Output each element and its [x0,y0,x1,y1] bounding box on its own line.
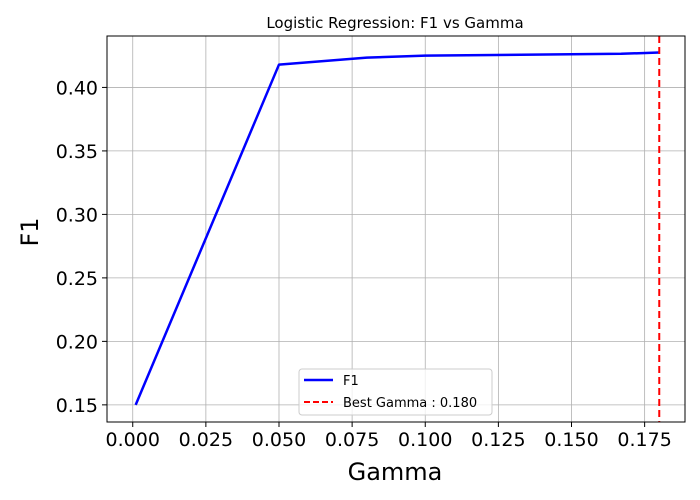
y-tick-label: 0.30 [56,204,98,226]
series-layer [134,51,660,406]
x-tick-label: 0.100 [398,429,452,451]
y-tick-label: 0.15 [56,395,98,417]
x-tick-label: 0.175 [617,429,671,451]
chart-title: Logistic Regression: F1 vs Gamma [266,14,523,32]
x-tick-label: 0.150 [544,429,598,451]
grid [107,36,685,422]
legend: F1 Best Gamma : 0.180 [298,368,493,416]
x-tick-label: 0.025 [179,429,233,451]
x-tick-label: 0.000 [106,429,160,451]
y-axis-label: F1 [16,217,44,246]
y-tick-label: 0.40 [56,77,98,99]
x-tick-label: 0.125 [471,429,525,451]
x-tick-label: 0.050 [252,429,306,451]
legend-box [298,368,493,416]
x-tick-label: 0.075 [325,429,379,451]
y-axis-ticks: 0.15 0.20 0.25 0.30 0.35 0.40 [56,77,107,417]
y-tick-label: 0.25 [56,268,98,290]
legend-label-best-gamma: Best Gamma : 0.180 [343,396,477,411]
plot-area-frame [106,35,686,423]
x-axis-label: Gamma [348,458,443,486]
y-tick-label: 0.35 [56,141,98,163]
legend-label-f1: F1 [343,374,359,389]
x-axis-ticks: 0.000 0.025 0.050 0.075 0.100 0.125 0.150 0.175 [106,422,672,451]
y-tick-label: 0.20 [56,331,98,353]
series-line-f1 [134,51,660,406]
